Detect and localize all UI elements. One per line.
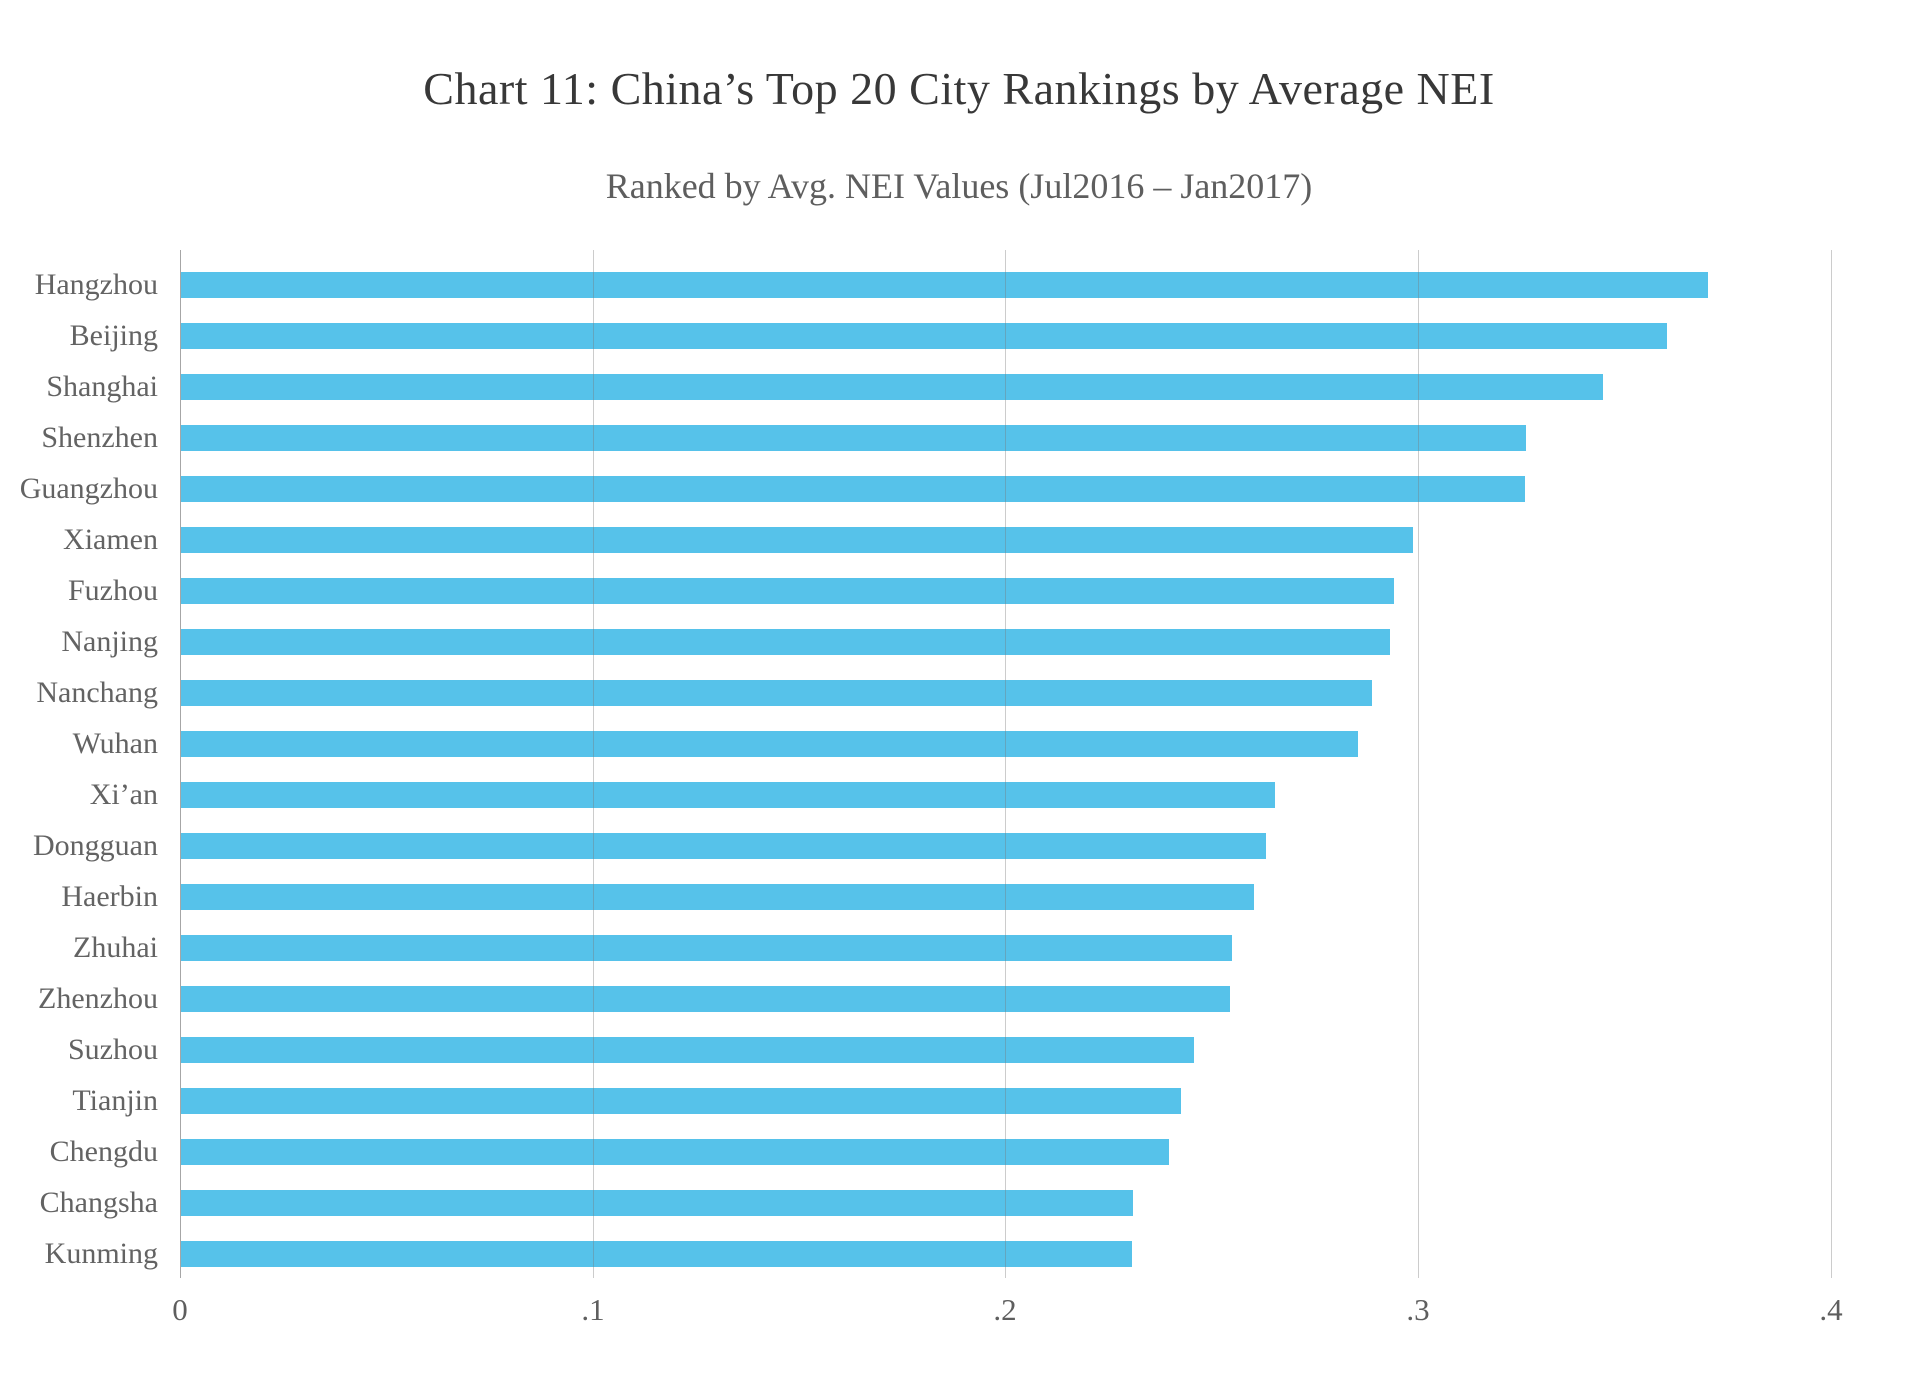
x-tick-label: 0 [172, 1292, 188, 1327]
bar-chengdu [181, 1139, 1169, 1165]
category-label: Wuhan [72, 727, 158, 760]
category-label: Guangzhou [19, 472, 158, 505]
bar-hangzhou [181, 272, 1708, 298]
category-label: Zhuhai [73, 931, 158, 964]
bar-shanghai [181, 374, 1603, 400]
bar-wuhan [181, 731, 1358, 757]
bar-fuzhou [181, 578, 1394, 604]
category-label: Kunming [44, 1237, 158, 1270]
gridline-.4 [1831, 250, 1832, 1278]
x-tick-label: .4 [1819, 1292, 1843, 1327]
category-label: Nanchang [36, 676, 158, 709]
gridline-.1 [593, 250, 594, 1278]
y-axis-line [180, 250, 181, 1278]
category-label: Chengdu [49, 1135, 158, 1168]
bar-changsha [181, 1190, 1133, 1216]
bar-xiamen [181, 527, 1413, 553]
category-label: Xi’an [89, 778, 158, 811]
bar-tianjin [181, 1088, 1181, 1114]
bar-shenzhen [181, 425, 1526, 451]
category-label: Tianjin [72, 1084, 158, 1117]
bar-beijing [181, 323, 1667, 349]
bar-kunming [181, 1241, 1132, 1267]
x-tick-label: .1 [581, 1292, 605, 1327]
x-tick-label: .3 [1406, 1292, 1430, 1327]
bar-xian [181, 782, 1275, 808]
chart-subtitle: Ranked by Avg. NEI Values (Jul2016 – Jan… [605, 166, 1313, 206]
bar-suzhou [181, 1037, 1194, 1063]
category-label: Hangzhou [34, 268, 158, 301]
category-label: Beijing [69, 319, 158, 352]
bar-zhuhai [181, 935, 1232, 961]
x-tick-label: .2 [993, 1292, 1017, 1327]
plot-area [180, 250, 1859, 1278]
y-axis-labels: Hangzhou Beijing Shanghai Shenzhen Guangzhou… [0, 250, 158, 1278]
category-label: Shanghai [46, 370, 158, 403]
category-label: Haerbin [61, 880, 158, 913]
category-label: Zhenzhou [38, 982, 158, 1015]
bar-haerbin [181, 884, 1254, 910]
category-label: Nanjing [61, 625, 158, 658]
category-label: Dongguan [33, 829, 158, 862]
bar-guangzhou [181, 476, 1525, 502]
category-label: Xiamen [63, 523, 158, 556]
bar-nanchang [181, 680, 1372, 706]
bar-zhenzhou [181, 986, 1230, 1012]
category-label: Fuzhou [68, 574, 158, 607]
gridline-.2 [1005, 250, 1006, 1278]
bar-nanjing [181, 629, 1390, 655]
category-label: Suzhou [68, 1033, 158, 1066]
bar-dongguan [181, 833, 1266, 859]
gridline-.3 [1418, 250, 1419, 1278]
category-label: Shenzhen [41, 421, 158, 454]
chart-title: Chart 11: China’s Top 20 City Rankings b… [423, 63, 1495, 114]
category-label: Changsha [39, 1186, 158, 1219]
